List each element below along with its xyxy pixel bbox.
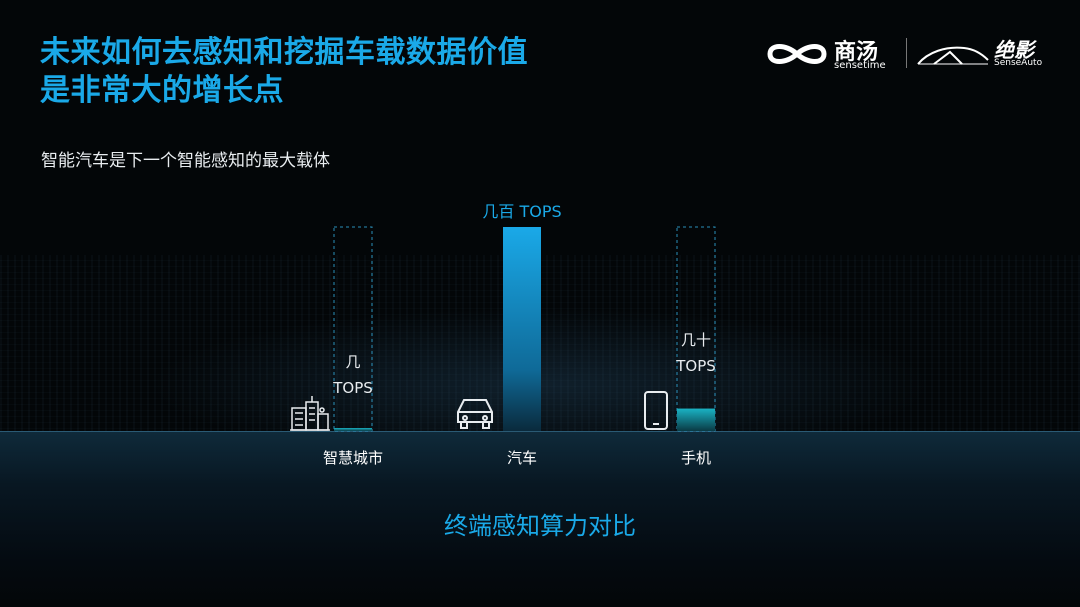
car-icon [457,399,493,429]
bar-outline-2 [676,226,716,432]
data-label-2-1: TOPS [675,357,716,375]
category-label-1: 汽车 [507,449,537,467]
title-line-1: 未来如何去感知和挖掘车载数据价值 [40,35,528,70]
bar-1 [503,227,541,431]
data-label-2-0: 几十 [681,331,711,349]
senseauto-sub: SenseAuto [994,58,1043,68]
page-subtitle: 智能汽车是下一个智能感知的最大载体 [41,151,330,171]
sensetime-logo-icon [767,44,827,64]
title-line-2: 是非常大的增长点 [40,73,284,108]
logo-area: 商汤 sensetime 绝影 SenseAuto [760,36,1060,76]
data-label-0-1: TOPS [332,379,373,397]
category-label-2: 手机 [681,449,711,467]
category-label-0: 智慧城市 [323,449,383,467]
sensetime-name: 商汤 [834,40,879,65]
phone-icon [644,391,668,430]
data-label-1: 几百 TOPS [482,202,561,221]
city-building-icon [290,396,330,431]
senseauto-car-logo-icon [917,46,989,65]
bar-2 [677,408,715,431]
floor-plane [0,431,1080,607]
bar-0 [334,428,372,431]
page-title: 未来如何去感知和挖掘车载数据价值 是非常大的增长点 [40,34,528,110]
logo-divider [906,38,907,68]
data-label-0-0: 几 [345,353,360,371]
bar-outline-0 [333,226,373,432]
sensetime-sub: sensetime [834,60,886,71]
senseauto-name: 绝影 [994,38,1034,62]
chart-title: 终端感知算力对比 [444,512,636,540]
